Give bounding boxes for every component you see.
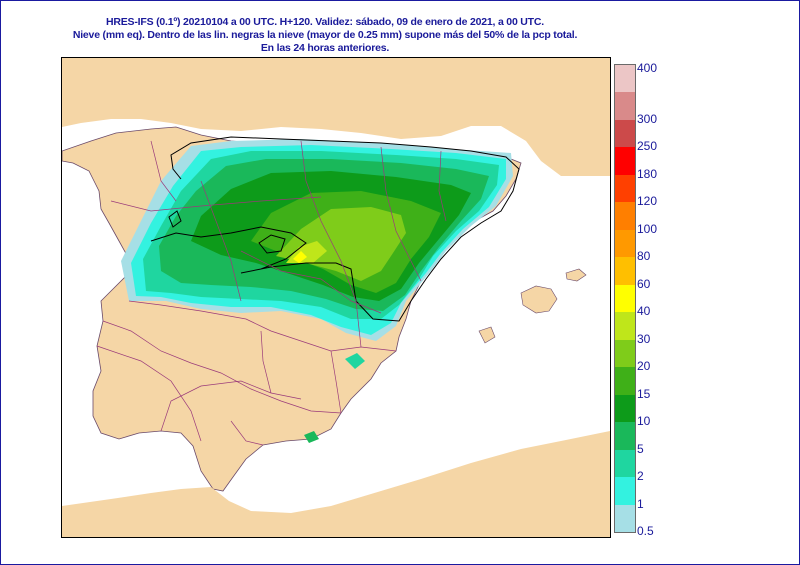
france-land — [62, 58, 610, 176]
legend-label: 400 — [637, 61, 658, 75]
map-panel — [61, 57, 611, 538]
iberia-snow-map — [62, 58, 610, 537]
legend-swatch — [615, 147, 635, 175]
menorca-land — [565, 268, 587, 282]
title-line-2: Nieve (mm eq). Dentro de las lin. negras… — [72, 29, 578, 41]
snow-fraction-contour-inner — [258, 234, 286, 254]
legend-swatch — [615, 394, 635, 423]
legend-label: 120 — [637, 194, 658, 209]
title-line-1: HRES-IFS (0.1º) 20210104 a 00 UTC. H+120… — [105, 16, 545, 28]
legend-label: 100 — [637, 221, 658, 236]
legend-label: 0.5 — [637, 524, 654, 538]
legend-swatch — [615, 477, 635, 505]
legend-swatch — [615, 174, 635, 203]
title-line-3: En las 24 horas anteriores. — [260, 42, 390, 54]
legend-label: 10 — [637, 414, 651, 429]
regional-borders — [96, 140, 447, 446]
north-africa-land — [62, 431, 610, 537]
legend-swatch — [615, 422, 635, 450]
legend-label: 2 — [637, 469, 644, 484]
snow-patch-east — [345, 353, 365, 369]
legend-swatch — [615, 449, 635, 478]
legend-swatch — [615, 202, 635, 230]
legend-label: 60 — [637, 276, 651, 291]
legend-label: 1 — [637, 496, 644, 511]
legend-swatch — [615, 229, 635, 258]
legend-swatch — [615, 367, 635, 395]
legend-label: 40 — [637, 304, 651, 319]
legend-swatch — [615, 257, 635, 285]
legend-label: 180 — [637, 166, 658, 181]
legend-label: 300 — [637, 111, 658, 126]
legend-swatch — [615, 65, 635, 93]
legend-swatch — [615, 119, 635, 148]
legend-swatch — [615, 92, 635, 120]
mallorca-land — [520, 285, 558, 314]
legend-label: 15 — [637, 386, 651, 401]
color-legend — [614, 64, 636, 533]
snow-fraction-contour — [150, 136, 520, 322]
legend-swatch — [615, 284, 635, 313]
legend-label: 20 — [637, 359, 651, 374]
legend-swatch — [615, 504, 635, 532]
legend-label: 30 — [637, 331, 651, 346]
legend-swatch — [615, 312, 635, 340]
legend-label: 250 — [637, 139, 658, 154]
legend-label: 80 — [637, 249, 651, 264]
snow-40 — [293, 251, 307, 263]
snow-patch-south — [304, 431, 319, 443]
legend-swatch — [615, 339, 635, 368]
snow-fraction-contour-nw — [168, 210, 182, 228]
legend-label: 5 — [637, 441, 644, 456]
ibiza-land — [478, 326, 496, 344]
